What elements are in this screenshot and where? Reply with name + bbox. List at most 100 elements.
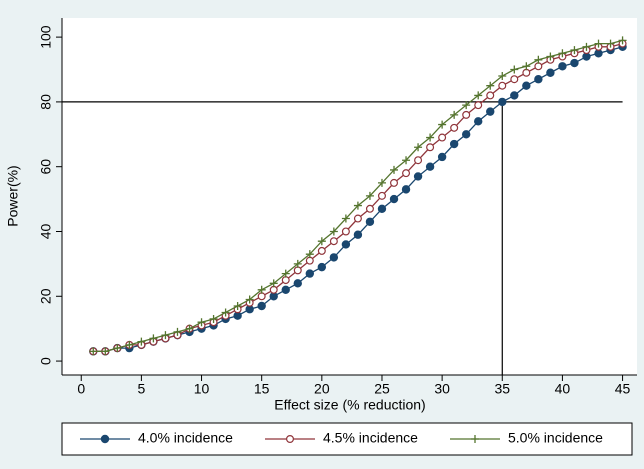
marker (474, 91, 483, 100)
marker (390, 178, 399, 187)
marker (89, 347, 98, 356)
legend-label: 4.5% incidence (323, 430, 418, 446)
marker (365, 191, 374, 200)
x-tick-label: 5 (137, 381, 145, 397)
legend-marker (100, 434, 110, 444)
marker (173, 327, 182, 336)
marker (438, 120, 447, 129)
marker (618, 36, 627, 45)
y-tick-label: 60 (38, 159, 54, 175)
y-tick-label: 20 (38, 288, 54, 304)
marker (474, 117, 483, 126)
marker (125, 340, 134, 349)
marker (594, 39, 603, 48)
marker (329, 253, 339, 262)
marker (377, 204, 387, 214)
marker (438, 133, 447, 142)
marker (546, 68, 555, 77)
marker (137, 337, 146, 346)
marker (534, 55, 543, 64)
marker (341, 214, 350, 223)
marker (510, 65, 519, 74)
x-tick-label: 30 (434, 381, 450, 397)
marker (582, 42, 591, 51)
marker (305, 256, 314, 265)
marker (606, 39, 615, 48)
marker (293, 279, 302, 288)
y-tick-label: 40 (38, 223, 54, 239)
marker (522, 68, 531, 77)
marker (389, 194, 399, 204)
marker (257, 301, 266, 311)
marker (414, 156, 423, 165)
legend-label: 4.0% incidence (138, 430, 233, 446)
x-tick-label: 15 (254, 381, 270, 397)
marker (437, 152, 447, 162)
y-tick-label: 100 (38, 25, 54, 49)
marker (293, 266, 302, 275)
marker (341, 227, 350, 236)
marker (449, 139, 459, 149)
y-axis-label: Power(%) (5, 165, 21, 226)
x-tick-label: 0 (77, 381, 85, 397)
marker (329, 227, 338, 236)
marker (317, 237, 326, 246)
marker (329, 237, 338, 246)
marker (317, 246, 326, 255)
marker (377, 191, 386, 200)
marker (401, 185, 411, 194)
marker (257, 292, 266, 301)
marker (486, 81, 495, 90)
marker (233, 301, 242, 310)
marker (498, 71, 507, 80)
marker (522, 81, 531, 90)
x-tick-label: 10 (194, 381, 210, 397)
marker (341, 240, 351, 249)
marker (462, 110, 471, 119)
marker (413, 172, 423, 181)
marker (402, 169, 411, 178)
marker (257, 285, 266, 294)
y-tick-label: 0 (38, 357, 54, 365)
marker (558, 49, 567, 58)
marker (461, 130, 471, 139)
marker (317, 262, 327, 272)
marker (281, 276, 290, 285)
x-tick-label: 45 (615, 381, 631, 397)
marker (462, 101, 471, 110)
marker (534, 75, 543, 84)
marker (281, 269, 290, 278)
marker (426, 133, 435, 142)
marker (498, 97, 507, 107)
marker (474, 101, 483, 110)
marker (353, 230, 363, 239)
marker (353, 214, 362, 223)
marker (209, 314, 218, 323)
marker (558, 62, 567, 71)
marker (510, 91, 519, 100)
marker (185, 324, 194, 333)
marker (353, 201, 362, 210)
marker (402, 156, 411, 165)
x-tick-label: 25 (374, 381, 390, 397)
x-axis-label: Effect size (% reduction) (274, 397, 425, 413)
marker (486, 91, 495, 100)
y-tick-label: 80 (38, 94, 54, 110)
legend-marker (471, 435, 479, 443)
marker (197, 318, 206, 327)
marker (546, 52, 555, 61)
marker (113, 344, 122, 353)
marker (426, 143, 435, 152)
marker (570, 58, 579, 68)
x-tick-label: 35 (494, 381, 510, 397)
legend-marker (286, 435, 295, 444)
marker (425, 162, 435, 171)
marker (221, 308, 230, 317)
marker (390, 165, 399, 174)
marker (522, 62, 531, 71)
legend-label: 5.0% incidence (508, 430, 603, 446)
x-tick-label: 40 (555, 381, 571, 397)
marker (534, 62, 543, 71)
marker (305, 269, 315, 278)
